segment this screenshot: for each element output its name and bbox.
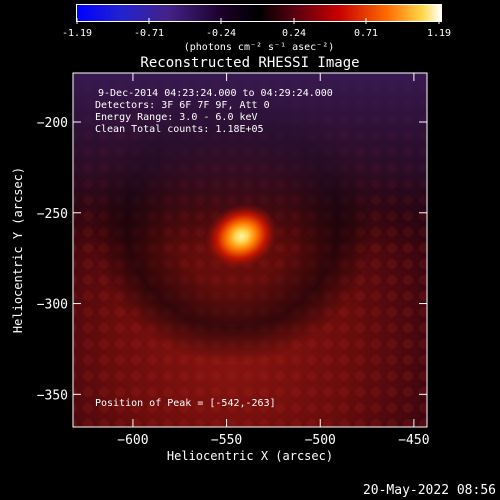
x-tick-label: −450 xyxy=(398,433,429,448)
y-tick-label: −350 xyxy=(37,388,68,403)
annotation-time-range: 9-Dec-2014 04:23:24.000 to 04:29:24.000 xyxy=(98,88,333,99)
y-tick-label: −300 xyxy=(37,298,68,313)
colorbar-tick-label: 0.24 xyxy=(282,28,306,39)
annotation-energy-range: Energy Range: 3.0 - 6.0 keV xyxy=(95,112,258,123)
x-tick-label: −500 xyxy=(305,433,336,448)
y-tick-label: −250 xyxy=(37,207,68,222)
colorbar-tick-label: -0.71 xyxy=(134,28,164,39)
plot-frame xyxy=(72,72,428,428)
annotation-total-counts: Clean Total counts: 1.18E+05 xyxy=(95,124,264,135)
peak-source xyxy=(204,203,279,270)
annotation-detectors: Detectors: 3F 6F 7F 9F, Att 0 xyxy=(95,100,270,111)
colorbar-tick-label: -0.24 xyxy=(206,28,236,39)
colorbar-tick-label: -1.19 xyxy=(62,28,92,39)
colorbar-tick-label: 1.19 xyxy=(427,28,451,39)
x-tick-label: −600 xyxy=(117,433,148,448)
y-axis-ticks xyxy=(73,121,427,395)
colorbar-unit-label: (photons cm⁻² s⁻¹ asec⁻²) xyxy=(184,42,335,53)
heatmap-image xyxy=(73,73,427,427)
x-tick-label: −550 xyxy=(211,433,242,448)
y-axis-label: Heliocentric Y (arcsec) xyxy=(11,167,25,333)
x-axis-label: Heliocentric X (arcsec) xyxy=(167,449,333,463)
x-axis-ticks xyxy=(132,73,415,427)
chart-title: Reconstructed RHESSI Image xyxy=(140,55,359,71)
timestamp: 20-May-2022 08:56 xyxy=(363,483,496,498)
colorbar xyxy=(76,4,442,22)
annotation-peak-position: Position of Peak = [-542,-263] xyxy=(95,398,276,409)
colorbar-tick-label: 0.71 xyxy=(354,28,378,39)
y-tick-label: −200 xyxy=(37,116,68,131)
colorbar-ticks xyxy=(76,18,440,24)
